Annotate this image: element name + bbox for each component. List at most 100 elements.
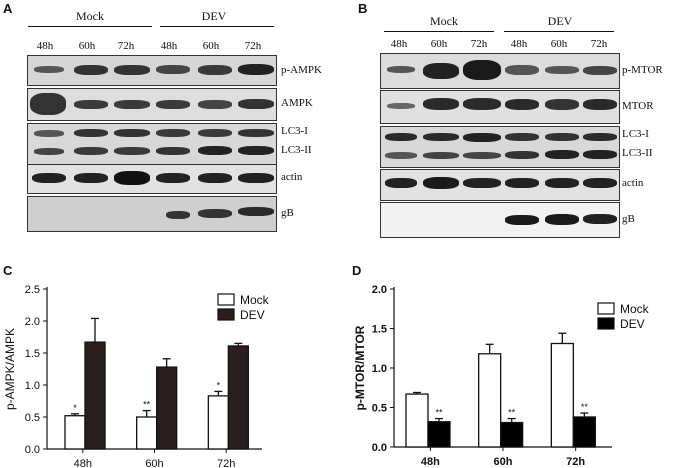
band [238, 99, 274, 109]
bar-dev [572, 416, 596, 448]
x-tick-label: 48h [421, 456, 440, 468]
bar-dev [227, 345, 249, 450]
band [198, 100, 232, 109]
group-label-mock: Mock [76, 9, 104, 23]
band [198, 129, 232, 137]
legend-label-dev: DEV [620, 317, 645, 331]
blot-gb [27, 196, 277, 232]
band [114, 129, 150, 137]
band [74, 129, 108, 137]
blot-label-p-ampk: p-AMPK [281, 64, 322, 76]
band [74, 100, 108, 109]
y-axis-label: p-MTOR/MTOR [353, 325, 367, 410]
band [583, 214, 617, 224]
time-label: 72h [590, 38, 608, 50]
band [545, 150, 579, 159]
band [385, 178, 417, 188]
band [238, 173, 274, 183]
x-tick-label: 48h [74, 458, 92, 468]
band [463, 152, 501, 159]
band [198, 209, 232, 218]
band [505, 99, 539, 110]
band [74, 147, 108, 155]
band [545, 178, 579, 188]
band [385, 133, 417, 141]
group-line-dev [504, 31, 614, 32]
y-tick-label: 1.5 [25, 348, 40, 360]
band [30, 93, 66, 115]
band [114, 100, 150, 109]
panel-letter-b: B [358, 1, 368, 16]
bar-mock [207, 395, 229, 450]
blot-label-actin: actin [281, 171, 303, 183]
band [423, 152, 459, 159]
band [238, 146, 274, 155]
band [34, 148, 64, 155]
significance-marker: ** [508, 408, 516, 418]
band [74, 65, 108, 75]
group-line-dev [160, 26, 274, 27]
blot-ampk [27, 88, 277, 121]
y-tick-label: 1.5 [372, 324, 387, 336]
panel-letter-d: D [352, 263, 362, 278]
legend-swatch-mock [597, 302, 615, 315]
blot-label-gb: gB [281, 207, 294, 219]
legend-swatch-mock [217, 293, 235, 306]
x-tick-label: 72h [217, 458, 235, 468]
band [423, 133, 459, 141]
time-label: 48h [390, 38, 408, 50]
bar-mock [405, 393, 429, 448]
blot-gb [380, 202, 620, 238]
band [463, 60, 501, 80]
time-label: 48h [510, 38, 528, 50]
band [156, 100, 190, 109]
y-tick-label: 0.5 [25, 412, 40, 424]
band [505, 151, 539, 159]
y-tick-label: 0.5 [372, 403, 387, 415]
band [34, 130, 64, 137]
band [463, 133, 501, 142]
group-line-mock [384, 31, 494, 32]
blot-mtor [380, 90, 620, 124]
time-label: 60h [78, 40, 96, 52]
band [583, 66, 617, 75]
x-tick-label: 72h [566, 456, 585, 468]
blot-label-p-mtor: p-MTOR [622, 64, 663, 76]
band [583, 150, 617, 159]
band [166, 211, 190, 219]
band [387, 66, 415, 73]
significance-marker: ** [435, 408, 443, 418]
band [387, 103, 415, 109]
band [505, 65, 539, 75]
significance-marker: * [73, 403, 77, 413]
time-label: 72h [470, 38, 488, 50]
blot-label-gb: gB [622, 213, 635, 225]
band [545, 66, 579, 74]
time-label: 72h [117, 40, 135, 52]
legend-label-mock: Mock [620, 302, 650, 316]
band [545, 133, 579, 141]
y-tick-label: 0.0 [25, 444, 40, 456]
significance-marker: ** [143, 400, 151, 410]
band [505, 178, 539, 188]
band [583, 178, 617, 188]
time-label: 60h [430, 38, 448, 50]
chart-d: 0.0 0.5 1.0 1.5 2.0 p-MTOR/MTOR ** 48h ** 60h ** 72… [353, 284, 650, 468]
y-tick-label: 2.0 [372, 284, 387, 296]
group-label-mock: Mock [430, 14, 458, 28]
band [114, 171, 150, 185]
bar-dev [84, 341, 106, 450]
legend-swatch-dev [217, 308, 235, 321]
group-label-dev: DEV [547, 14, 573, 28]
blot-actin [380, 169, 620, 201]
panel-letter-c: C [3, 263, 13, 278]
band [505, 133, 539, 141]
panel-letter-a: A [3, 1, 13, 16]
time-label: 60h [550, 38, 568, 50]
band [583, 133, 617, 141]
bar-mock [550, 342, 574, 448]
blot-label-lc3-i: LC3-I [622, 128, 649, 140]
band [156, 65, 190, 74]
legend-label-mock: Mock [240, 293, 270, 307]
band [545, 214, 579, 225]
